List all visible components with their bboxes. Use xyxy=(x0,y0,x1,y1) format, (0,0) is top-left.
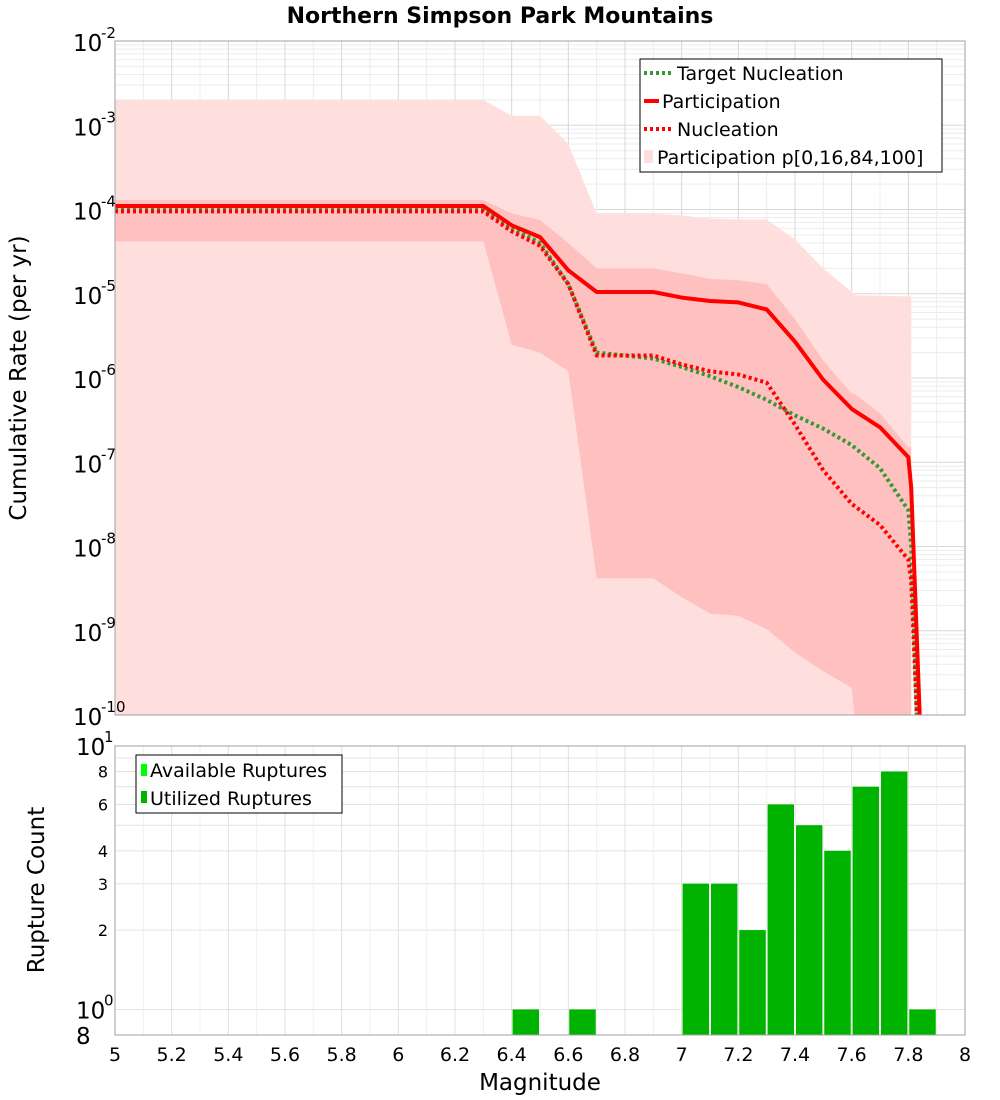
count-y-tick-base: 8 xyxy=(76,1024,91,1050)
x-tick-label: 6.8 xyxy=(610,1044,640,1066)
utilized-rupture-bar xyxy=(711,883,738,1035)
top-y-axis-label: Cumulative Rate (per yr) xyxy=(6,235,32,520)
rate-y-tick: 10-4 xyxy=(73,193,116,226)
legend-available-ruptures: Available Ruptures xyxy=(141,760,327,782)
rate-y-tick-base: 10 xyxy=(73,284,102,310)
x-tick-label: 7.6 xyxy=(837,1044,867,1066)
count-y-tick: 6 xyxy=(98,795,108,814)
rate-y-tick: 10-2 xyxy=(73,24,116,57)
x-tick-label: 7.8 xyxy=(893,1044,923,1066)
utilized-rupture-bar xyxy=(909,1009,936,1035)
rate-plot-frame xyxy=(114,40,966,716)
utilized-rupture-bar xyxy=(739,930,766,1035)
legend-label: Target Nucleation xyxy=(676,63,844,85)
rate-y-tick-exponent: -3 xyxy=(101,108,116,126)
rate-y-tick-base: 10 xyxy=(73,368,102,394)
x-tick-label: 6.4 xyxy=(497,1044,527,1066)
rate-y-tick: 10-3 xyxy=(73,108,116,141)
utilized-rupture-bar xyxy=(569,1009,596,1035)
x-tick-label: 8 xyxy=(959,1044,971,1066)
count-y-tick-decade: 101 xyxy=(76,728,114,761)
count-plot-grid xyxy=(114,746,966,1035)
x-tick-label: 5.4 xyxy=(213,1044,243,1066)
rate-y-tick: 10-7 xyxy=(73,445,116,478)
rate-legend: Target Nucleation Participation Nucleation… xyxy=(639,58,943,173)
participation-band-inner xyxy=(115,199,912,715)
legend-label: Nucleation xyxy=(677,119,779,141)
rate-y-tick-base: 10 xyxy=(73,452,102,478)
rate-y-tick-exponent: -2 xyxy=(101,24,116,42)
utilized-rupture-bar xyxy=(682,883,709,1035)
rate-y-tick: 10-9 xyxy=(73,614,116,647)
participation-line xyxy=(115,204,922,716)
legend-label: Utilized Ruptures xyxy=(150,788,312,810)
legend-nucleation: Nucleation xyxy=(644,119,779,141)
x-tick-label: 6 xyxy=(392,1044,404,1066)
rate-y-tick-exponent: -4 xyxy=(101,193,116,211)
count-legend-box xyxy=(135,754,343,814)
count-y-tick-decade: 8 xyxy=(76,1024,91,1050)
x-tick-label: 5.8 xyxy=(327,1044,357,1066)
legend-swatch xyxy=(141,791,147,803)
utilized-rupture-bar xyxy=(767,804,794,1035)
count-y-tick-exponent: 0 xyxy=(104,991,114,1009)
count-plot-frame xyxy=(114,745,966,1036)
rate-y-tick: 10-8 xyxy=(73,530,116,563)
rate-y-tick: 10-6 xyxy=(73,361,116,394)
x-axis-label: Magnitude xyxy=(479,1070,601,1096)
legend-label: Available Ruptures xyxy=(150,760,327,782)
legend-utilized-ruptures: Utilized Ruptures xyxy=(141,788,312,810)
nucleation-line xyxy=(115,209,919,716)
x-tick-label: 6.2 xyxy=(440,1044,470,1066)
utilized-rupture-bar xyxy=(881,771,908,1035)
count-y-tick: 3 xyxy=(98,875,108,894)
rate-y-tick-exponent: -8 xyxy=(101,530,116,548)
count-y-tick: 2 xyxy=(98,921,108,940)
x-tick-label: 7.2 xyxy=(723,1044,753,1066)
rate-y-tick-base: 10 xyxy=(73,537,102,563)
legend-target-nucleation: Target Nucleation xyxy=(644,63,844,85)
legend-swatch xyxy=(644,150,653,163)
utilized-rupture-bar xyxy=(824,850,851,1035)
count-y-tick: 4 xyxy=(98,842,108,861)
legend-participation: Participation xyxy=(644,91,781,113)
legend-label: Participation xyxy=(662,91,781,113)
count-y-tick-base: 10 xyxy=(76,735,105,761)
utilized-rupture-bar xyxy=(852,786,879,1035)
count-y-tick: 8 xyxy=(98,763,108,782)
rate-y-tick-exponent: -6 xyxy=(101,361,116,379)
count-y-tick-base: 10 xyxy=(76,998,105,1024)
rate-y-tick-base: 10 xyxy=(73,200,102,226)
rate-y-tick-exponent: -9 xyxy=(101,614,116,632)
rate-y-tick-base: 10 xyxy=(73,621,102,647)
count-y-tick-decade: 100 xyxy=(76,991,114,1024)
rate-y-tick-exponent: -5 xyxy=(101,277,116,295)
count-y-tick-exponent: 1 xyxy=(104,728,114,746)
utilized-rupture-bar xyxy=(796,825,823,1035)
x-tick-label: 6.6 xyxy=(553,1044,583,1066)
legend-participation-band: Participation p[0,16,84,100] xyxy=(644,147,923,169)
rate-y-tick-base: 10 xyxy=(73,705,102,731)
x-tick-label: 7.4 xyxy=(780,1044,810,1066)
rate-y-tick: 10-10 xyxy=(73,698,126,731)
x-tick-label: 5.6 xyxy=(270,1044,300,1066)
rate-y-tick-exponent: -10 xyxy=(101,698,126,716)
rate-legend-box xyxy=(639,58,943,173)
x-tick-label: 5 xyxy=(109,1044,121,1066)
rate-y-tick-base: 10 xyxy=(73,31,102,57)
utilized-rupture-bar xyxy=(512,1009,539,1035)
legend-swatch xyxy=(141,764,147,776)
rate-y-tick-exponent: -7 xyxy=(101,445,116,463)
x-tick-label: 5.2 xyxy=(157,1044,187,1066)
chart-title: Northern Simpson Park Mountains xyxy=(287,4,714,29)
x-tick-label: 7 xyxy=(676,1044,688,1066)
rate-y-tick-base: 10 xyxy=(73,115,102,141)
rate-y-tick: 10-5 xyxy=(73,277,116,310)
bottom-y-axis-label: Rupture Count xyxy=(24,807,50,973)
legend-label: Participation p[0,16,84,100] xyxy=(657,147,923,169)
count-legend: Available Ruptures Utilized Ruptures xyxy=(135,754,343,814)
